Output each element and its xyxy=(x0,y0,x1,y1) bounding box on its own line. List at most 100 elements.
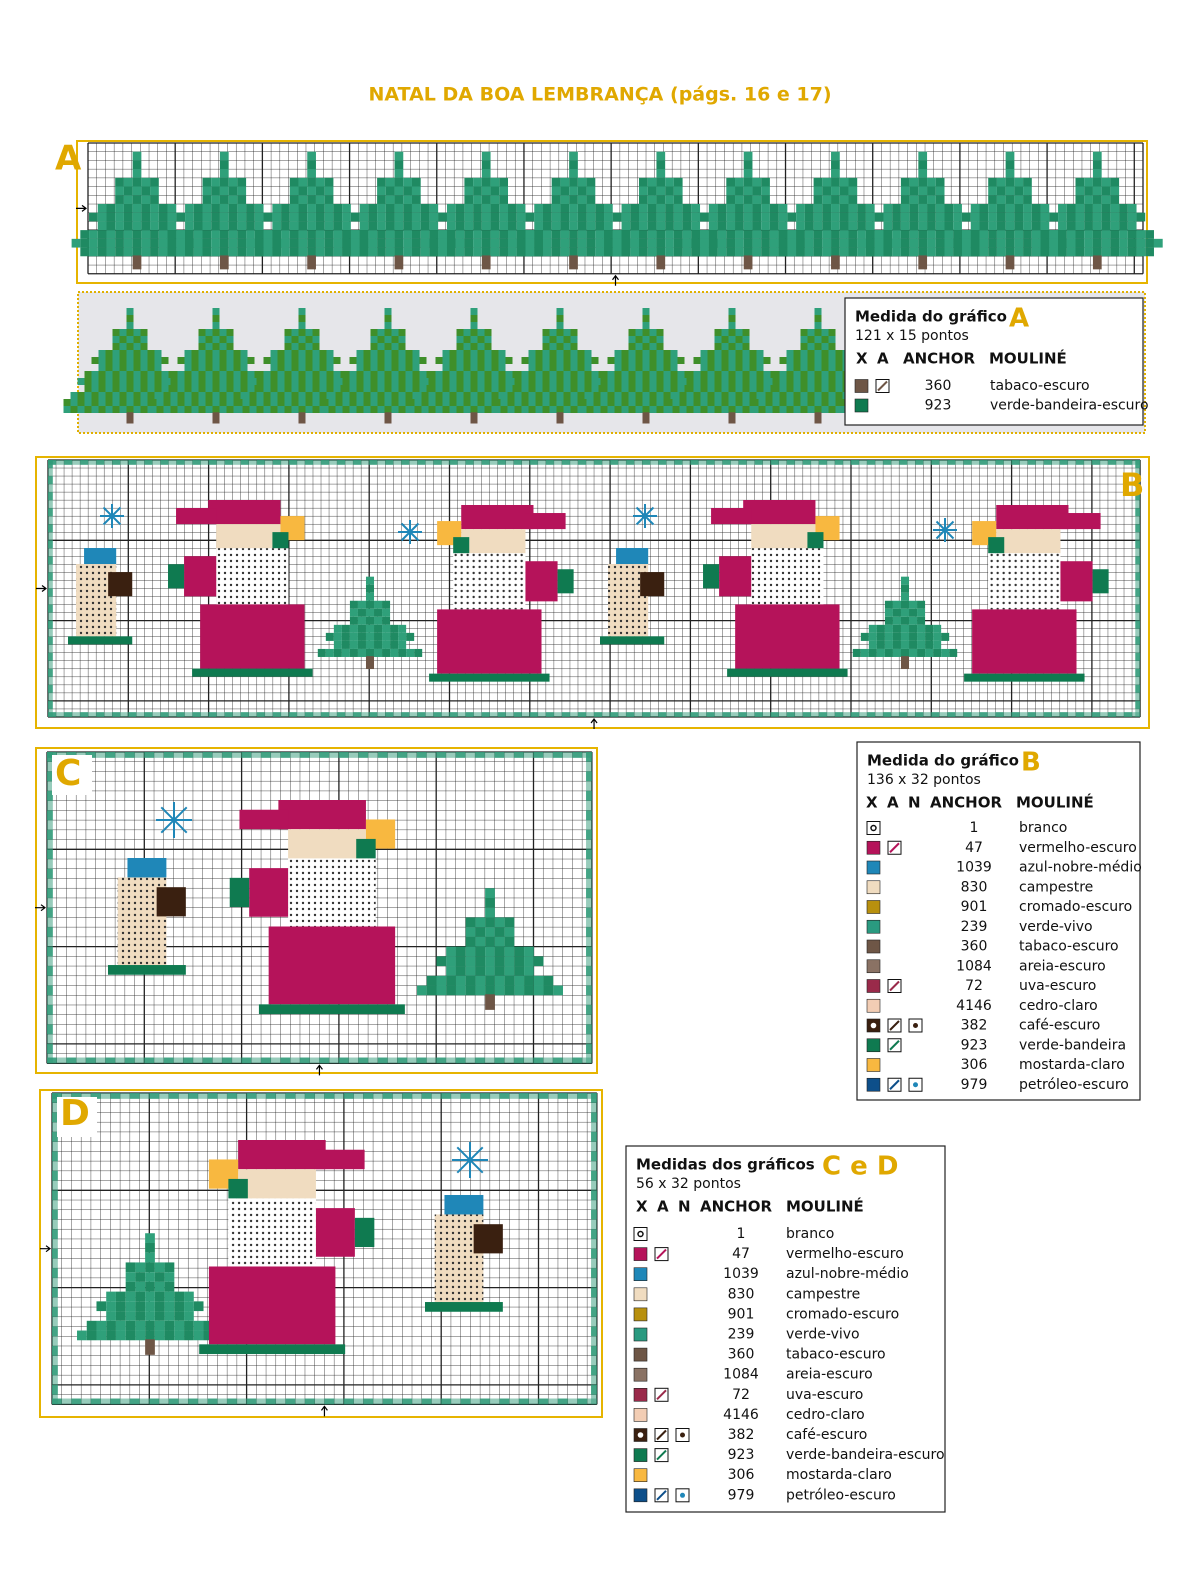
tree-stitch xyxy=(507,230,517,239)
border-stitch xyxy=(115,1057,125,1064)
tree-stitch xyxy=(228,203,238,213)
tree-stitch xyxy=(612,238,622,248)
border-stitch xyxy=(176,712,185,717)
tree-stitch xyxy=(154,1301,165,1312)
border-stitch xyxy=(105,1057,116,1064)
tree-stitch xyxy=(917,632,926,641)
tree-stitch xyxy=(721,343,729,350)
tree-stitch xyxy=(403,230,412,239)
swatch xyxy=(633,1227,648,1241)
tree-stitch xyxy=(228,212,238,222)
tree-stitch xyxy=(793,392,801,399)
tree-stitch xyxy=(707,385,715,392)
border-stitch xyxy=(345,712,354,717)
tree-stitch xyxy=(305,357,313,364)
tree-stitch xyxy=(481,160,491,170)
tree-stitch xyxy=(1101,238,1111,248)
tree-stitch xyxy=(256,392,264,399)
tree-stitch xyxy=(708,221,718,231)
tree-stitch xyxy=(714,343,722,350)
border-stitch xyxy=(48,532,53,541)
tree-stitch xyxy=(970,230,980,239)
border-stitch xyxy=(295,1093,305,1099)
tree-stitch xyxy=(133,406,141,413)
tree-stitch xyxy=(368,230,378,239)
border-stitch xyxy=(52,1316,58,1327)
tree-stitch xyxy=(333,247,343,257)
tree-stitch xyxy=(455,230,465,239)
tree-stitch xyxy=(312,350,320,357)
tree-stitch xyxy=(312,385,320,392)
border-stitch xyxy=(591,1122,597,1132)
tree-stitch xyxy=(551,247,561,257)
tree-stitch xyxy=(132,177,142,187)
tree-stitch xyxy=(535,392,543,399)
border-stitch xyxy=(52,1355,58,1366)
border-stitch xyxy=(441,1093,451,1099)
tree-stitch xyxy=(569,195,578,204)
tree-stitch xyxy=(570,399,578,406)
tree-stitch xyxy=(349,399,357,406)
chart-frame xyxy=(39,1089,603,1418)
tree-stitch xyxy=(119,385,127,392)
border-stitch xyxy=(1035,712,1044,717)
tree-stitch xyxy=(456,336,464,343)
tree-stitch xyxy=(604,212,613,222)
border-stitch xyxy=(85,1057,96,1064)
border-stitch xyxy=(48,492,53,501)
tree-stitch xyxy=(391,343,399,350)
tree-stitch xyxy=(484,350,492,357)
border-stitch xyxy=(275,1093,286,1099)
tree-stitch xyxy=(284,378,292,385)
tree-stitch xyxy=(892,640,901,649)
tree-stitch xyxy=(628,329,636,336)
tree-stitch xyxy=(756,371,764,378)
tree-stitch xyxy=(463,385,471,392)
santa-coat xyxy=(200,604,305,669)
tree-stitch xyxy=(219,357,227,364)
border-stitch xyxy=(421,1398,432,1405)
tree-stitch xyxy=(549,385,557,392)
border-stitch xyxy=(52,1200,58,1210)
tree-stitch xyxy=(883,247,893,257)
tree-stitch xyxy=(349,648,358,657)
tree-stitch xyxy=(779,406,787,413)
tree-stitch xyxy=(1049,247,1059,257)
tree-stitch xyxy=(535,371,543,378)
tree-stitch xyxy=(174,1311,185,1321)
border-stitch xyxy=(586,859,592,869)
tree-stitch xyxy=(665,177,674,187)
tree-stitch xyxy=(115,212,124,222)
border-stitch xyxy=(1135,572,1141,581)
tree-stitch xyxy=(996,186,1006,196)
tree-stitch xyxy=(426,985,437,996)
tree-stitch xyxy=(212,364,220,371)
tree-stitch xyxy=(707,392,715,399)
tree-stitch xyxy=(112,385,120,392)
tree-stitch xyxy=(419,371,427,378)
tree-stitch xyxy=(211,221,220,231)
tree-stitch xyxy=(779,378,787,385)
border-stitch xyxy=(202,752,213,758)
tree-stitch xyxy=(270,357,278,364)
tree-stitch xyxy=(374,616,383,625)
tree-stitch xyxy=(1110,177,1120,187)
tree-stitch xyxy=(481,186,491,196)
tree-stitch xyxy=(455,212,465,222)
tree-stitch xyxy=(141,177,151,187)
border-stitch xyxy=(529,460,538,465)
tree-stitch xyxy=(123,212,133,222)
thread-name: verde-vivo xyxy=(1019,919,1093,935)
tree-stitch xyxy=(359,238,369,248)
tree-stitch xyxy=(133,378,141,385)
tree-stitch xyxy=(219,329,227,336)
tree-stitch xyxy=(500,392,508,399)
tree-stitch xyxy=(1058,221,1067,231)
santa-hat xyxy=(176,508,217,525)
border-stitch xyxy=(56,712,65,717)
tree-stitch xyxy=(584,385,592,392)
santa-coat xyxy=(268,926,396,1005)
tree-stitch xyxy=(284,392,292,399)
santa-coat xyxy=(735,604,840,669)
border-stitch xyxy=(387,752,398,758)
